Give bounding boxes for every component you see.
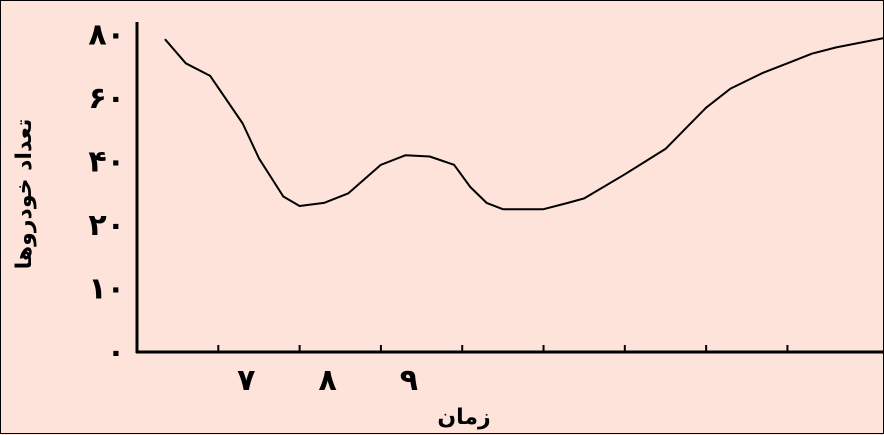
x-tick-label: ۸: [318, 363, 336, 398]
y-tick-label: ۴۰: [88, 145, 125, 180]
x-axis-title: زمان: [437, 405, 490, 430]
data-point: [835, 47, 837, 49]
data-point: [665, 148, 667, 150]
data-point: [811, 53, 813, 55]
y-axis-title: تعداد خودروها: [12, 119, 37, 270]
data-point: [624, 174, 626, 176]
data-point: [762, 72, 764, 74]
data-point: [705, 107, 707, 109]
data-point: [429, 156, 431, 158]
data-point: [583, 198, 585, 200]
data-point: [470, 186, 472, 188]
x-tick-label: ۹: [400, 363, 418, 398]
data-point: [405, 155, 407, 157]
data-point: [380, 164, 382, 166]
data-point: [486, 202, 488, 204]
y-tick-label: ۱۰: [88, 272, 125, 307]
y-tick-labels: ۰ ۱۰ ۲۰ ۴۰ ۶۰ ۸۰: [88, 18, 125, 370]
y-tick-label: ۸۰: [88, 18, 125, 53]
data-point: [730, 88, 732, 90]
data-point: [258, 158, 260, 160]
data-point: [323, 202, 325, 204]
data-point: [502, 208, 504, 210]
data-point: [567, 202, 569, 204]
series-layer: [165, 37, 884, 210]
data-point: [209, 75, 211, 77]
data-point: [543, 208, 545, 210]
x-tick-label: ۷: [237, 363, 255, 398]
y-tick-label: ۰: [107, 335, 125, 370]
data-point: [453, 164, 455, 166]
data-point: [299, 205, 301, 207]
axes: [136, 22, 884, 353]
data-point: [787, 63, 789, 65]
series-line: [166, 38, 884, 209]
data-point: [348, 193, 350, 195]
y-tick-label: ۲۰: [88, 208, 125, 243]
data-point: [185, 63, 187, 65]
y-tick-label: ۶۰: [88, 81, 125, 116]
data-point: [242, 123, 244, 125]
x-tick-labels: ۷ ۸ ۹: [237, 363, 418, 398]
data-point: [165, 39, 167, 41]
data-point: [283, 196, 285, 198]
